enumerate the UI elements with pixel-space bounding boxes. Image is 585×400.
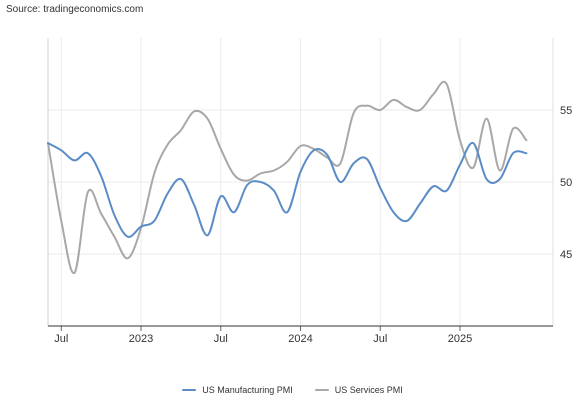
y-tick-label: 45 xyxy=(560,249,572,261)
grid-lines xyxy=(48,38,553,326)
chart-legend: US Manufacturing PMI US Services PMI xyxy=(0,383,585,397)
y-tick-label: 50 xyxy=(560,177,572,189)
x-tick-label: Jul xyxy=(214,333,228,345)
x-tick-label: Jul xyxy=(373,333,387,345)
series-lines xyxy=(47,80,528,274)
legend-label-services: US Services PMI xyxy=(334,385,403,395)
series-line-manufacturing xyxy=(47,142,528,238)
series-line-services xyxy=(47,80,528,274)
legend-swatch-services xyxy=(314,389,329,391)
axes xyxy=(47,38,554,331)
chart-source: Source: tradingeconomics.com xyxy=(6,4,144,15)
legend-label-manufacturing: US Manufacturing PMI xyxy=(202,385,293,395)
x-tick-label: 2023 xyxy=(129,333,153,345)
x-tick-label: Jul xyxy=(54,333,68,345)
tick-labels: 45 50 55 Jul 2023 Jul 2024 Jul 2025 xyxy=(54,105,572,345)
x-tick-label: 2025 xyxy=(448,333,472,345)
legend-item-manufacturing[interactable]: US Manufacturing PMI xyxy=(182,385,293,395)
legend-swatch-manufacturing xyxy=(182,389,197,391)
x-tick-label: 2024 xyxy=(288,333,312,345)
legend-item-services[interactable]: US Services PMI xyxy=(314,385,403,395)
y-tick-label: 55 xyxy=(560,105,572,117)
